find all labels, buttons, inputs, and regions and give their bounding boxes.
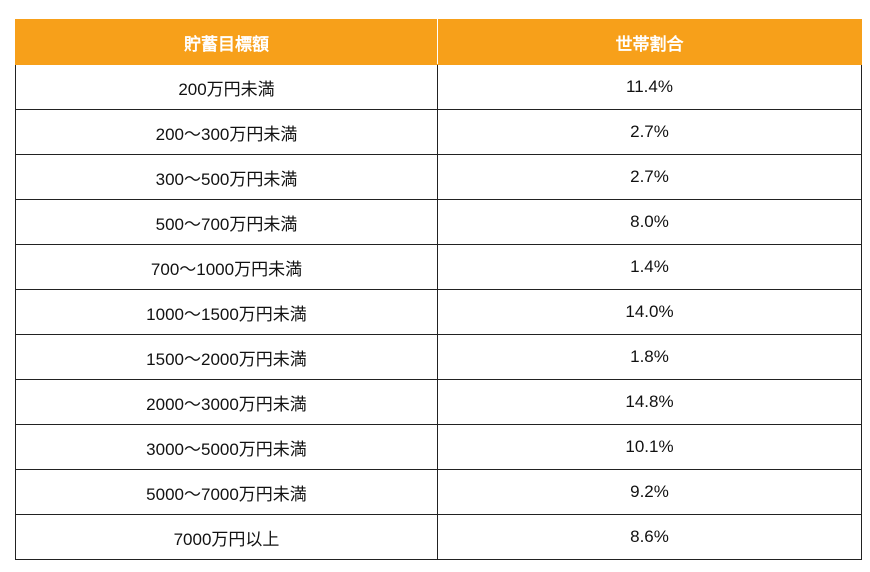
table-row: 1500～2000万円未満 1.8% bbox=[15, 334, 862, 380]
header-cell: 世帯割合 bbox=[437, 19, 862, 65]
target-amount-cell: 300～500万円未満 bbox=[15, 154, 438, 200]
header-row: 貯蓄目標額 世帯割合 bbox=[15, 19, 862, 65]
household-share-cell: 14.8% bbox=[437, 379, 862, 425]
target-amount-cell: 5000～7000万円未満 bbox=[15, 469, 438, 515]
target-amount-cell: 3000～5000万円未満 bbox=[15, 424, 438, 470]
household-share-cell: 2.7% bbox=[437, 154, 862, 200]
table-row: 5000～7000万円未満 9.2% bbox=[15, 469, 862, 515]
table-header: 貯蓄目標額 世帯割合 bbox=[15, 19, 862, 65]
target-amount-cell: 200～300万円未満 bbox=[15, 109, 438, 155]
table-row: 200～300万円未満 2.7% bbox=[15, 109, 862, 155]
table-row: 700～1000万円未満 1.4% bbox=[15, 244, 862, 290]
savings-table: 貯蓄目標額 世帯割合 200万円未満 11.4% 200～300万円未満 2.7% 30… bbox=[15, 19, 862, 560]
household-share-cell: 11.4% bbox=[437, 64, 862, 110]
target-amount-cell: 500～700万円未満 bbox=[15, 199, 438, 245]
household-share-cell: 1.4% bbox=[437, 244, 862, 290]
household-share-cell: 2.7% bbox=[437, 109, 862, 155]
table-row: 200万円未満 11.4% bbox=[15, 64, 862, 110]
target-amount-cell: 700～1000万円未満 bbox=[15, 244, 438, 290]
table-row: 3000～5000万円未満 10.1% bbox=[15, 424, 862, 470]
household-share-cell: 9.2% bbox=[437, 469, 862, 515]
table-body: 200万円未満 11.4% 200～300万円未満 2.7% 300～500万円未満 2.… bbox=[15, 64, 862, 560]
household-share-cell: 8.6% bbox=[437, 514, 862, 560]
target-amount-cell: 2000～3000万円未満 bbox=[15, 379, 438, 425]
target-amount-cell: 7000万円以上 bbox=[15, 514, 438, 560]
table-row: 7000万円以上 8.6% bbox=[15, 514, 862, 560]
target-amount-cell: 200万円未満 bbox=[15, 64, 438, 110]
household-share-cell: 1.8% bbox=[437, 334, 862, 380]
household-share-cell: 14.0% bbox=[437, 289, 862, 335]
table-row: 1000～1500万円未満 14.0% bbox=[15, 289, 862, 335]
target-amount-cell: 1500～2000万円未満 bbox=[15, 334, 438, 380]
target-amount-cell: 1000～1500万円未満 bbox=[15, 289, 438, 335]
table-row: 500～700万円未満 8.0% bbox=[15, 199, 862, 245]
household-share-cell: 8.0% bbox=[437, 199, 862, 245]
table-row: 300～500万円未満 2.7% bbox=[15, 154, 862, 200]
household-share-cell: 10.1% bbox=[437, 424, 862, 470]
table-row: 2000～3000万円未満 14.8% bbox=[15, 379, 862, 425]
header-cell: 貯蓄目標額 bbox=[15, 19, 438, 65]
